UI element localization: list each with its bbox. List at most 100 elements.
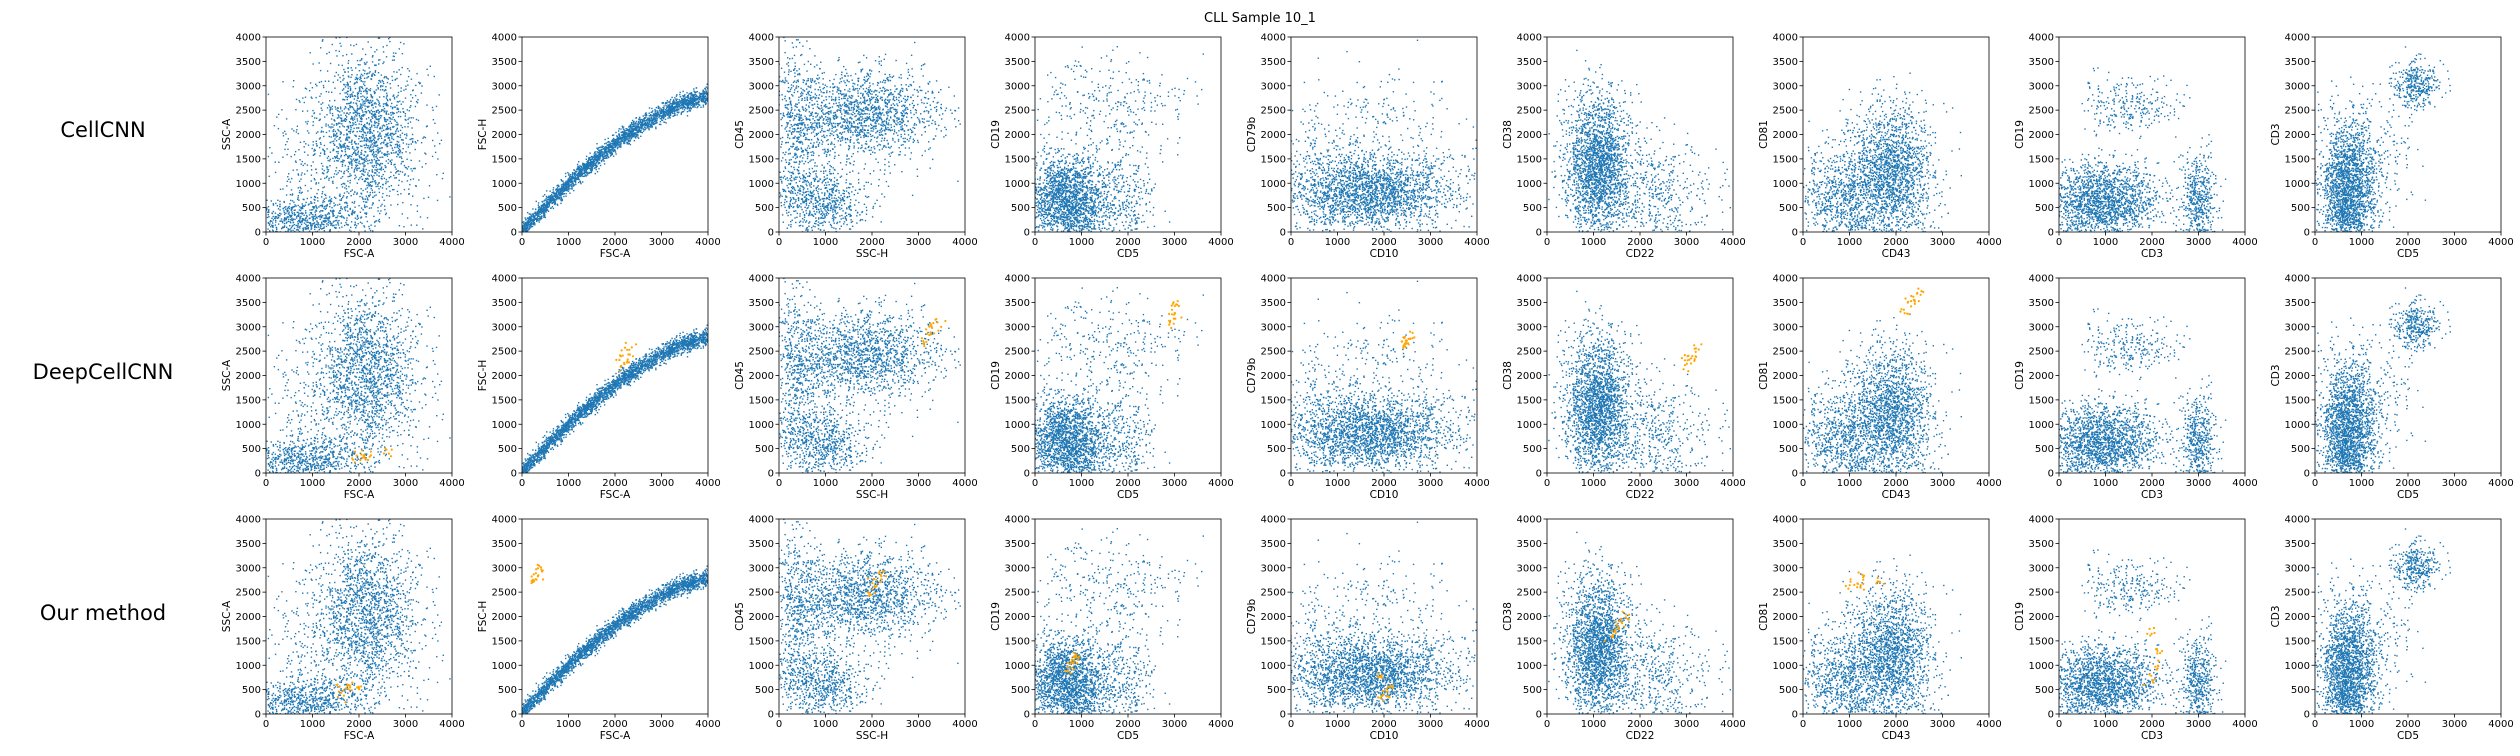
panel-cellcnn-7: 0 1000 2000 3000 400005001000150020002500300… xyxy=(1758,33,2002,261)
population-points xyxy=(1034,528,1204,715)
x-tick-label: 3000 xyxy=(1674,719,1699,730)
selected-cell-point xyxy=(388,453,390,455)
selected-cell-point xyxy=(1386,691,1388,693)
y-tick-label: 2000 xyxy=(1773,612,1798,623)
panel-our-method-9: 0 1000 2000 3000 400005001000150020002500300… xyxy=(2270,515,2514,743)
y-tick-label: 2000 xyxy=(1773,371,1798,382)
selected-cell-point xyxy=(621,349,623,351)
selected-cell-point xyxy=(1381,677,1383,679)
selected-cell-point xyxy=(1388,696,1390,698)
y-tick-label: 1500 xyxy=(2029,395,2054,406)
selected-cell-point xyxy=(1908,313,1910,315)
x-tick-label: 0 xyxy=(2312,478,2318,489)
selected-cell-point xyxy=(361,457,363,459)
population-points xyxy=(1290,40,1477,233)
selected-cell-point xyxy=(921,337,923,339)
selected-cell-point xyxy=(934,319,936,321)
x-axis-label: FSC-A xyxy=(600,489,631,501)
y-tick-label: 1500 xyxy=(1517,154,1542,165)
y-tick-label: 500 xyxy=(1267,444,1286,455)
x-tick-label: 3000 xyxy=(2186,237,2211,248)
y-tick-label: 4000 xyxy=(1773,274,1798,285)
y-tick-label: 1500 xyxy=(492,636,517,647)
selected-cell-point xyxy=(359,459,361,461)
selected-cell-point xyxy=(1612,636,1614,638)
y-tick-label: 0 xyxy=(255,228,261,239)
x-tick-label: 1000 xyxy=(2349,478,2374,489)
selected-cell-point xyxy=(540,566,542,568)
x-tick-label: 3000 xyxy=(1418,719,1443,730)
x-axis-label: CD10 xyxy=(1370,248,1399,260)
selected-cell-point xyxy=(345,687,347,689)
y-tick-label: 500 xyxy=(1523,444,1542,455)
x-axis-label: CD22 xyxy=(1626,248,1655,260)
selected-cell-point xyxy=(1920,294,1922,296)
y-tick-label: 4000 xyxy=(2029,33,2054,44)
x-tick-label: 3000 xyxy=(1162,478,1187,489)
y-tick-label: 500 xyxy=(1011,444,1030,455)
x-tick-label: 1000 xyxy=(813,478,838,489)
y-tick-label: 1500 xyxy=(1773,395,1798,406)
x-tick-label: 1000 xyxy=(813,237,838,248)
selected-cell-point xyxy=(1877,577,1879,579)
selected-cell-point xyxy=(619,370,621,372)
population-points xyxy=(1803,555,1963,715)
selected-cell-point xyxy=(532,579,534,581)
population-points xyxy=(2315,46,2451,232)
y-axis-label: CD81 xyxy=(1758,361,1770,390)
selected-cell-point xyxy=(2143,684,2145,686)
y-tick-label: 2000 xyxy=(1261,371,1286,382)
selected-cell-point xyxy=(1858,571,1860,573)
y-tick-label: 4000 xyxy=(492,515,517,526)
selected-cell-point xyxy=(1404,346,1406,348)
y-tick-label: 1500 xyxy=(2285,395,2310,406)
x-tick-label: 2000 xyxy=(1883,719,1908,730)
x-tick-label: 4000 xyxy=(1720,237,1745,248)
x-tick-label: 4000 xyxy=(1464,478,1489,489)
x-tick-label: 2000 xyxy=(346,237,371,248)
y-tick-label: 3000 xyxy=(2029,563,2054,574)
x-tick-label: 3000 xyxy=(1930,237,1955,248)
selected-cell-point xyxy=(1411,337,1413,339)
y-tick-label: 2500 xyxy=(2029,588,2054,599)
y-tick-label: 4000 xyxy=(2285,33,2310,44)
selected-cell-point xyxy=(1920,290,1922,292)
y-tick-label: 3500 xyxy=(1005,298,1030,309)
selected-cell-point xyxy=(1688,359,1690,361)
selected-cell-point xyxy=(1076,656,1078,658)
x-tick-label: 3000 xyxy=(393,478,418,489)
panel-cellcnn-2: 0 1000 2000 3000 400005001000150020002500300… xyxy=(477,33,721,261)
x-tick-label: 0 xyxy=(2056,478,2062,489)
y-tick-label: 4000 xyxy=(1005,33,1030,44)
y-tick-label: 1000 xyxy=(236,420,261,431)
x-tick-label: 1000 xyxy=(300,719,325,730)
y-tick-label: 3500 xyxy=(2029,539,2054,550)
x-tick-label: 1000 xyxy=(1325,719,1350,730)
y-tick-label: 3500 xyxy=(1517,57,1542,68)
selected-cell-point xyxy=(1402,347,1404,349)
panel-cellcnn-4: 0 1000 2000 3000 400005001000150020002500300… xyxy=(990,33,1234,261)
selected-cell-point xyxy=(1623,625,1625,627)
y-tick-label: 2500 xyxy=(492,588,517,599)
selected-cell-point xyxy=(1064,670,1066,672)
y-tick-label: 1500 xyxy=(749,395,774,406)
y-tick-label: 2500 xyxy=(1773,347,1798,358)
y-tick-label: 500 xyxy=(1779,685,1798,696)
y-tick-label: 500 xyxy=(1267,203,1286,214)
x-tick-label: 2000 xyxy=(1883,478,1908,489)
selected-cell-point xyxy=(1168,313,1170,315)
y-tick-label: 3500 xyxy=(2285,57,2310,68)
x-tick-label: 4000 xyxy=(439,719,464,730)
y-tick-label: 1000 xyxy=(1517,420,1542,431)
population-points xyxy=(1548,291,1731,474)
y-tick-label: 3500 xyxy=(236,539,261,550)
x-tick-label: 0 xyxy=(2056,719,2062,730)
selected-cell-point xyxy=(1405,343,1407,345)
selected-cell-point xyxy=(352,459,354,461)
y-tick-label: 1000 xyxy=(2029,179,2054,190)
y-tick-label: 4000 xyxy=(1517,33,1542,44)
y-tick-label: 3500 xyxy=(2029,298,2054,309)
y-tick-label: 3000 xyxy=(492,81,517,92)
y-tick-label: 3000 xyxy=(1773,81,1798,92)
y-tick-label: 2000 xyxy=(1261,130,1286,141)
